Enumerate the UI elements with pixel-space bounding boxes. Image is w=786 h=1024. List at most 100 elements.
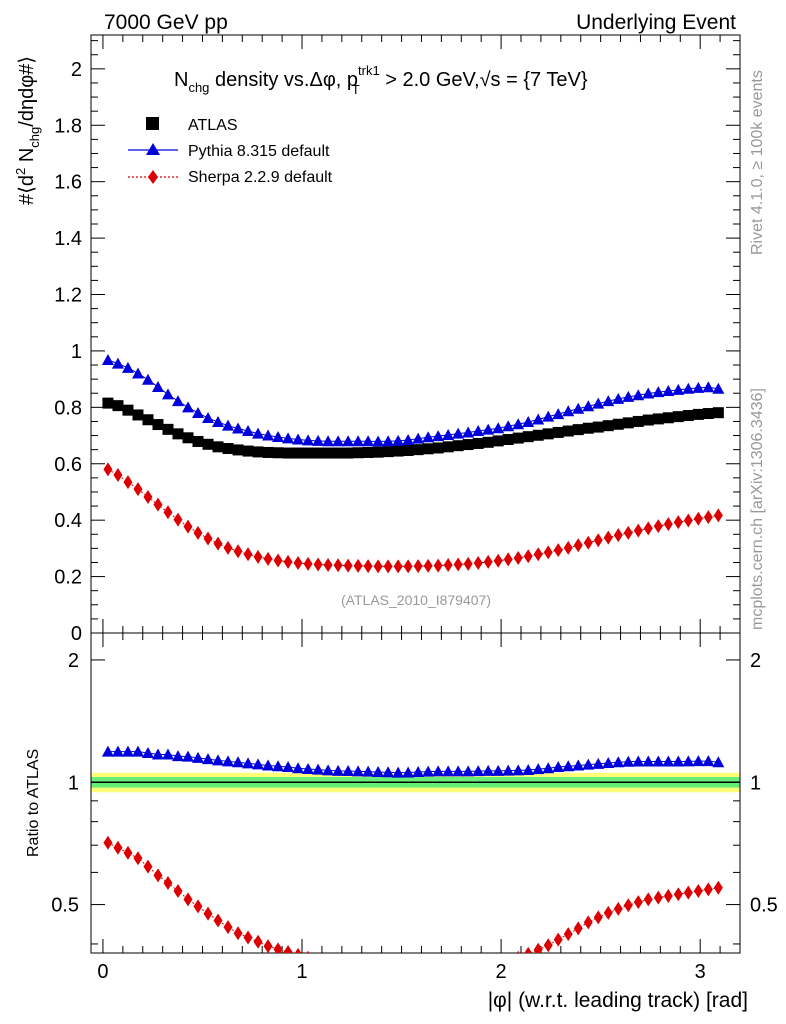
header-right: Underlying Event [576, 11, 736, 34]
point-pythia [171, 395, 184, 407]
ratio-point-sherpa [306, 950, 310, 953]
ratio-point-pythia [602, 757, 615, 769]
ratio-y-tick-label: 0.5 [51, 895, 79, 917]
point-atlas [272, 447, 284, 459]
ratio-point-pythia [512, 764, 525, 776]
point-pythia [472, 425, 485, 437]
point-sherpa [273, 553, 283, 568]
ratio-point-sherpa [673, 887, 683, 902]
point-sherpa [683, 513, 693, 528]
point-atlas [132, 409, 144, 421]
point-pythia [432, 430, 445, 442]
ratio-point-pythia [442, 765, 455, 777]
ratio-point-pythia [432, 765, 445, 777]
point-pythia [131, 367, 144, 379]
main-ylabel: #⟨d2 Nchg/dηdφ#⟩ [13, 56, 42, 205]
y-tick-label: 1 [71, 341, 82, 363]
y-tick-label: 2 [71, 59, 82, 81]
legend-marker-sherpa [148, 170, 158, 184]
point-atlas [452, 440, 464, 452]
xlabel: |φ| (w.r.t. leading track) [rad] [488, 989, 748, 1012]
point-atlas [682, 410, 694, 422]
ratio-point-sherpa [703, 882, 713, 897]
ratio-point-sherpa [653, 890, 663, 905]
main-axes: 0 0.2 0.4 0.6 0.8 1 1.2 1.4 1.6 1.8 2 [54, 35, 741, 645]
point-atlas [712, 407, 724, 419]
point-sherpa [633, 523, 643, 538]
main-marks [101, 353, 725, 574]
point-sherpa [343, 558, 353, 573]
ratio-point-pythia [472, 765, 485, 777]
ratio-point-pythia [422, 765, 435, 777]
rivet-label: Rivet 4.1.0, ≥ 100k events [749, 70, 766, 255]
point-sherpa [413, 559, 423, 574]
ratio-point-pythia [592, 757, 605, 769]
point-atlas [142, 414, 154, 426]
point-sherpa [143, 490, 153, 505]
point-sherpa [593, 533, 603, 548]
ratio-point-pythia [622, 755, 635, 767]
ratio-point-sherpa [223, 920, 233, 935]
point-pythia [101, 353, 114, 365]
ratio-point-sherpa [643, 892, 653, 907]
point-sherpa [353, 558, 363, 573]
ratio-point-pythia [121, 745, 134, 757]
header-left: 7000 GeV pp [104, 11, 228, 34]
point-sherpa [653, 519, 663, 534]
point-sherpa [663, 517, 673, 532]
ratio-point-pythia [662, 755, 675, 767]
ratio-point-sherpa [113, 840, 123, 855]
ratio-point-pythia [292, 762, 305, 774]
ratio-point-pythia [482, 764, 495, 776]
point-pythia [312, 434, 325, 446]
point-sherpa [543, 545, 553, 560]
point-sherpa [643, 521, 653, 536]
ratio-point-sherpa [563, 927, 573, 942]
point-sherpa [483, 554, 493, 569]
point-sherpa [473, 556, 483, 571]
ratio-point-sherpa [623, 898, 633, 913]
point-sherpa [673, 515, 683, 530]
point-atlas [422, 443, 434, 455]
point-sherpa [233, 544, 243, 559]
point-atlas [292, 447, 304, 459]
ratio-point-pythia [702, 755, 715, 767]
point-sherpa [443, 558, 453, 573]
point-sherpa [493, 553, 503, 568]
point-pythia [462, 426, 475, 438]
ratio-point-pythia [141, 747, 154, 759]
point-atlas [702, 408, 714, 420]
ratio-point-pythia [192, 751, 205, 763]
ratio-point-pythia [632, 755, 645, 767]
point-atlas [462, 439, 474, 451]
x-tick-label: 0 [97, 961, 108, 983]
ratio-point-sherpa [603, 905, 613, 920]
point-pythia [232, 422, 245, 434]
point-sherpa [103, 462, 113, 477]
ratio-point-sherpa [317, 952, 319, 953]
point-atlas [432, 442, 444, 454]
ratio-point-pythia [272, 760, 285, 772]
point-atlas [552, 426, 564, 438]
point-atlas [202, 438, 214, 450]
point-atlas [492, 435, 504, 447]
point-atlas [352, 447, 364, 459]
ratio-point-sherpa [683, 885, 693, 900]
point-atlas [392, 445, 404, 457]
point-pythia [682, 382, 695, 394]
point-pythia [582, 400, 595, 412]
ratio-point-pythia [402, 766, 415, 778]
point-atlas [612, 418, 624, 430]
ratio-point-sherpa [663, 888, 673, 903]
point-atlas [312, 447, 324, 459]
ratio-y-tick-label: 2 [68, 650, 79, 672]
ratio-point-pythia [542, 762, 555, 774]
point-pythia [382, 435, 395, 447]
point-sherpa [203, 531, 213, 546]
point-sherpa [453, 557, 463, 572]
ratio-point-pythia [252, 758, 265, 770]
ratio-point-pythia [372, 765, 385, 777]
ratio-point-pythia [212, 754, 225, 766]
ratio-point-pythia [111, 745, 124, 757]
